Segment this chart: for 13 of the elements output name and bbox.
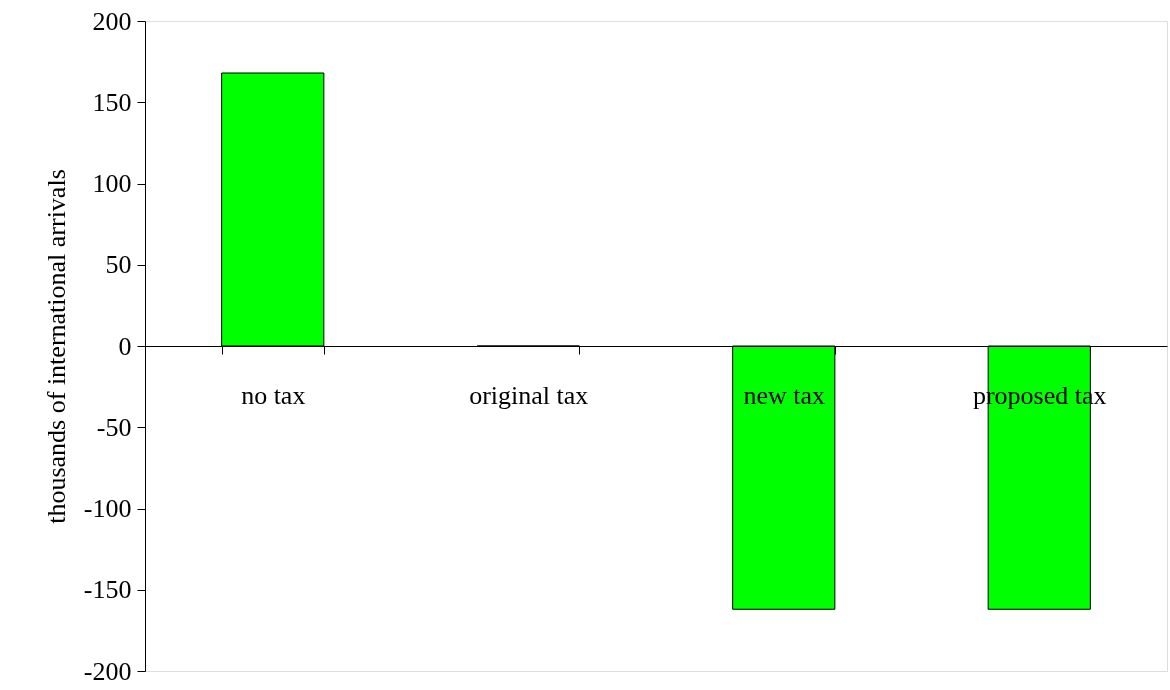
y-tick-label: 100 [92, 169, 132, 198]
y-tick-label: 50 [105, 250, 132, 280]
y-tick-label: -100 [83, 494, 132, 523]
y-tick-label: -150 [83, 575, 132, 605]
y-tick-label: -50 [96, 412, 132, 442]
x-tick-label: no tax [241, 380, 306, 410]
y-tick-label: -200 [83, 656, 132, 686]
x-tick-label: new tax [743, 380, 826, 410]
x-tick-label: original tax [469, 380, 589, 410]
y-tick-label: 150 [92, 87, 132, 117]
y-tick-label: 0 [118, 331, 132, 361]
y-axis-title: thousands of international arrivals [41, 169, 71, 524]
y-tick-label: 200 [92, 6, 132, 36]
